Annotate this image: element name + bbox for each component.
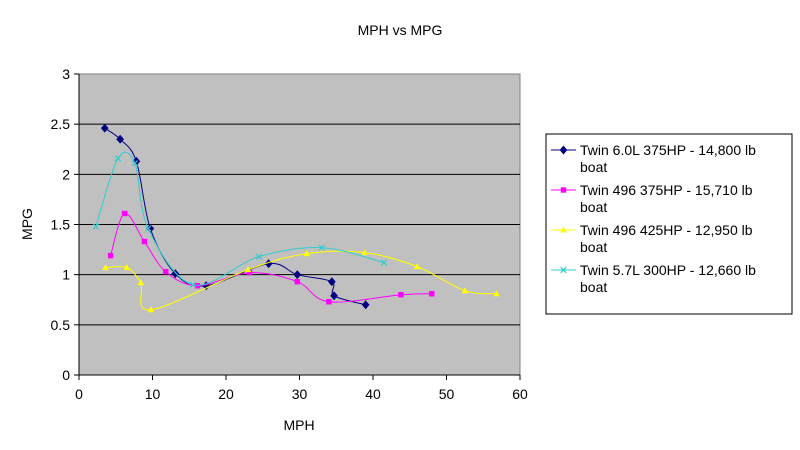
legend-label: Twin 6.0L 375HP - 14,800 lb	[580, 142, 756, 158]
series-1	[100, 123, 370, 310]
data-point	[114, 155, 122, 162]
y-tick-label: 2	[62, 166, 70, 182]
legend-marker	[560, 266, 567, 274]
axes: 00.511.522.530 10 20 30 40 50 60	[51, 66, 528, 402]
data-point	[327, 277, 336, 287]
series-4	[92, 151, 388, 288]
data-point	[326, 299, 332, 305]
x-tick-label: 20	[218, 386, 234, 402]
legend-marker	[559, 145, 568, 155]
legend-marker	[560, 226, 567, 233]
series-line	[105, 250, 497, 311]
data-point	[380, 259, 388, 266]
y-tick-label: 1	[62, 267, 70, 283]
y-tick-label: 0.5	[51, 317, 71, 333]
data-point	[102, 264, 109, 271]
x-tick-label: 50	[439, 386, 455, 402]
x-tick-label: 0	[75, 386, 83, 402]
data-point	[361, 249, 369, 256]
data-point	[100, 123, 109, 133]
x-tick-label: 40	[365, 386, 381, 402]
data-point	[144, 225, 152, 232]
data-point	[141, 238, 148, 245]
legend-label: Twin 496 375HP - 15,710 lb	[580, 182, 753, 198]
legend-label: Twin 496 425HP - 12,950 lb	[580, 222, 753, 238]
y-tick-label: 1.5	[51, 217, 71, 233]
y-tick-label: 0	[62, 367, 70, 383]
data-point	[293, 270, 302, 280]
data-point	[461, 287, 469, 294]
data-point	[361, 300, 370, 310]
data-point	[107, 252, 114, 259]
y-axis-label: MPG	[19, 208, 35, 240]
data-point	[246, 269, 253, 276]
series-3	[102, 249, 500, 313]
data-point	[303, 250, 311, 257]
data-point	[189, 281, 197, 288]
data-point	[493, 290, 500, 297]
series-group	[92, 123, 500, 313]
legend-marker	[560, 187, 567, 193]
legend-label: Twin 5.7L 300HP - 12,660 lb	[580, 262, 756, 278]
x-tick-label: 60	[512, 386, 528, 402]
data-point	[429, 291, 435, 297]
x-tick-label: 10	[145, 386, 161, 402]
data-point	[398, 292, 404, 298]
data-point	[131, 160, 139, 167]
legend-label: boat	[580, 279, 607, 295]
series-line	[110, 212, 432, 303]
data-point	[330, 291, 338, 301]
data-point	[244, 266, 252, 273]
legend-label: boat	[580, 159, 607, 175]
y-tick-label: 3	[62, 66, 70, 82]
data-point	[294, 278, 300, 285]
chart-title: MPH vs MPG	[358, 22, 443, 38]
data-point	[171, 269, 180, 279]
y-tick-label: 2.5	[51, 116, 71, 132]
data-point	[121, 210, 128, 217]
legend-label: boat	[580, 239, 607, 255]
legend-label: boat	[580, 199, 607, 215]
data-point	[92, 223, 100, 230]
data-point	[137, 279, 145, 286]
legend-box	[545, 133, 793, 315]
x-tick-label: 30	[292, 386, 308, 402]
data-point	[147, 306, 155, 313]
data-point	[116, 134, 125, 144]
x-axis-label: MPH	[283, 417, 314, 433]
data-point	[123, 264, 131, 271]
data-point	[163, 268, 169, 275]
data-point	[318, 244, 325, 251]
data-point	[413, 263, 421, 270]
data-point	[255, 253, 263, 260]
